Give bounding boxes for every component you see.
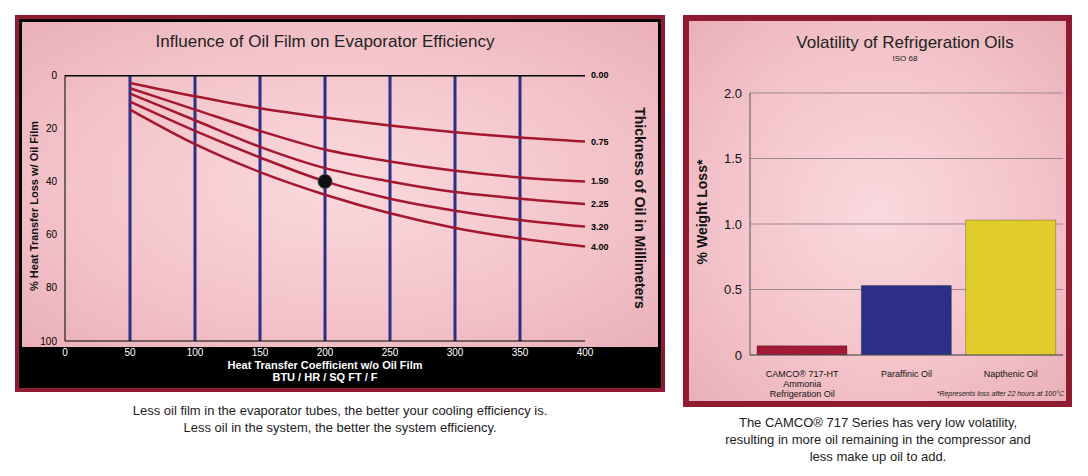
html-text:BTU / HR / SQ FT / F: BTU / HR / SQ FT / F [272, 371, 378, 383]
svg-text:200: 200 [317, 347, 334, 358]
svg-text:2.25: 2.25 [591, 199, 609, 209]
svg-text:350: 350 [512, 347, 529, 358]
html-text:Thickness of Oil in Millimeter: Thickness of Oil in Millimeters [632, 107, 648, 309]
svg-text:0.5: 0.5 [724, 282, 742, 297]
svg-text:1.50: 1.50 [591, 176, 609, 186]
html-text:% Weight Loss*: % Weight Loss* [694, 159, 710, 265]
svg-text:100: 100 [187, 347, 204, 358]
svg-text:0.00: 0.00 [591, 70, 609, 80]
html-text:resulting in more oil remainin: resulting in more oil remaining in the c… [725, 432, 1031, 447]
html-text:Volatility of Refrigeration Oi: Volatility of Refrigeration Oils [796, 33, 1014, 52]
svg-text:0: 0 [735, 348, 742, 363]
html-text:% Heat Transfer Loss w/ Oil Fi: % Heat Transfer Loss w/ Oil Film [28, 121, 40, 291]
svg-text:150: 150 [252, 347, 269, 358]
html-text:Less oil in the system, the be: Less oil in the system, the better the s… [183, 420, 497, 435]
svg-text:250: 250 [382, 347, 399, 358]
svg-text:0.75: 0.75 [591, 137, 609, 147]
html-text:ISO 68: ISO 68 [892, 54, 918, 63]
svg-text:40: 40 [46, 176, 58, 187]
svg-text:300: 300 [447, 347, 464, 358]
svg-text:400: 400 [577, 347, 594, 358]
svg-text:CAMCO® 717-HTAmmoniaRefrigerat: CAMCO® 717-HTAmmoniaRefrigeration Oil [766, 369, 839, 399]
svg-text:Napthenic Oil: Napthenic Oil [984, 369, 1038, 379]
svg-text:1.0: 1.0 [724, 217, 742, 232]
html-text:Influence of Oil Film on Evapo: Influence of Oil Film on Evaporator Effi… [155, 32, 495, 51]
svg-text:20: 20 [46, 123, 58, 134]
html-text:*Represents loss after 22 hour: *Represents loss after 22 hours at 100°C [936, 390, 1064, 397]
svg-text:100: 100 [40, 336, 57, 347]
svg-text:3.20: 3.20 [591, 222, 609, 232]
svg-text:Paraffinic Oil: Paraffinic Oil [881, 369, 932, 379]
svg-text:2.0: 2.0 [724, 86, 742, 101]
svg-text:1.5: 1.5 [724, 151, 742, 166]
html-text:less make up oil to add.: less make up oil to add. [809, 449, 947, 464]
svg-text:4.00: 4.00 [591, 242, 609, 252]
html-text:Heat Transfer Coefficient w/o: Heat Transfer Coefficient w/o Oil Film [227, 359, 423, 371]
svg-text:80: 80 [46, 282, 58, 293]
svg-text:0: 0 [51, 70, 57, 81]
svg-text:50: 50 [124, 347, 136, 358]
svg-text:0: 0 [62, 347, 68, 358]
svg-text:60: 60 [46, 229, 58, 240]
html-text:The CAMCO® 717 Series has very: The CAMCO® 717 Series has very low volat… [738, 415, 1017, 430]
html-text:Less oil film in the evaporato: Less oil film in the evaporator tubes, t… [132, 403, 548, 418]
